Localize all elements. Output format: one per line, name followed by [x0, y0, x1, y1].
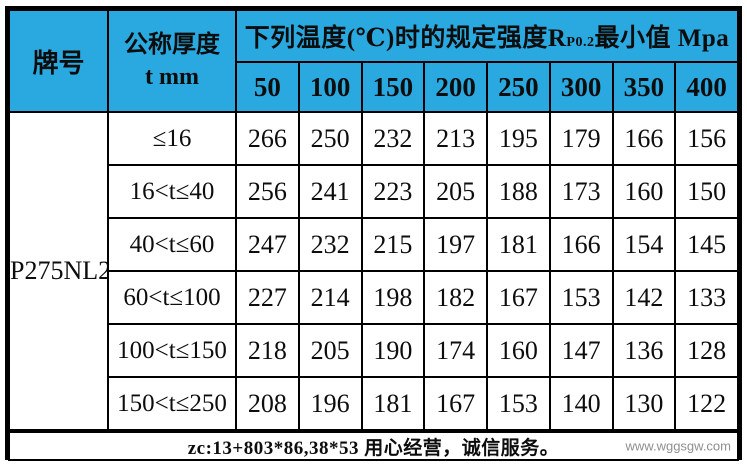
value-cell: 179 [548, 111, 614, 166]
value-cell: 166 [548, 217, 614, 272]
grade-column-header: 牌号 [8, 9, 109, 113]
value-cell: 232 [360, 111, 426, 166]
temp-header-350: 350 [611, 61, 677, 113]
table-row: 16<t≤40 256 241 223 205 188 173 160 150 [9, 164, 739, 219]
thickness-cell: 16<t≤40 [107, 164, 237, 219]
temp-header-200: 200 [423, 61, 488, 113]
thickness-header-line2: t mm [145, 64, 199, 90]
value-cell: 218 [235, 323, 300, 378]
value-cell: 160 [486, 323, 551, 378]
thickness-cell: 60<t≤100 [107, 270, 237, 325]
value-cell: 166 [611, 111, 677, 166]
thickness-cell: 40<t≤60 [107, 217, 237, 272]
value-cell: 130 [611, 376, 677, 431]
temp-header-100: 100 [297, 61, 363, 113]
table-frame: 牌号 公称厚度 t mm 下列温度(℃)时的规定强度RP0.2最小值 Mpa 5… [5, 6, 742, 461]
value-cell: 181 [360, 376, 426, 431]
strength-header-suffix: 最小值 Mpa [594, 25, 730, 52]
thickness-cell: ≤16 [107, 111, 237, 166]
value-cell: 160 [611, 164, 677, 219]
temp-header-250: 250 [486, 61, 551, 113]
value-cell: 122 [674, 376, 739, 431]
value-cell: 153 [548, 270, 614, 325]
strength-table: 牌号 公称厚度 t mm 下列温度(℃)时的规定强度RP0.2最小值 Mpa 5… [8, 9, 739, 431]
strength-header-prefix: 下列温度(℃)时的规定强度R [244, 25, 567, 52]
table-row: 40<t≤60 247 232 215 197 181 166 154 145 [9, 217, 739, 272]
value-cell: 156 [674, 111, 739, 166]
value-cell: 174 [423, 323, 488, 378]
value-cell: 214 [297, 270, 363, 325]
value-cell: 227 [235, 270, 300, 325]
table-row: 60<t≤100 227 214 198 182 167 153 142 133 [9, 270, 739, 325]
grade-cell: P275NL2 [8, 111, 109, 431]
value-cell: 181 [486, 217, 551, 272]
temp-header-50: 50 [235, 61, 300, 113]
table-row: 100<t≤150 218 205 190 174 160 147 136 12… [9, 323, 739, 378]
value-cell: 153 [486, 376, 551, 431]
value-cell: 142 [611, 270, 677, 325]
value-cell: 190 [360, 323, 426, 378]
value-cell: 215 [360, 217, 426, 272]
value-cell: 133 [674, 270, 739, 325]
value-cell: 167 [486, 270, 551, 325]
value-cell: 247 [235, 217, 300, 272]
table-row: 150<t≤250 208 196 181 167 153 140 130 12… [9, 376, 739, 431]
value-cell: 136 [611, 323, 677, 378]
value-cell: 147 [548, 323, 614, 378]
temp-header-150: 150 [360, 61, 426, 113]
value-cell: 173 [548, 164, 614, 219]
table-row: P275NL2 ≤16 266 250 232 213 195 179 166 … [8, 111, 739, 431]
temp-header-300: 300 [548, 61, 614, 113]
site-watermark: www.wggsgw.com [625, 438, 731, 454]
value-cell: 232 [297, 217, 363, 272]
value-cell: 182 [423, 270, 488, 325]
value-cell: 167 [423, 376, 488, 431]
strength-header-subscript: P0.2 [566, 35, 595, 50]
value-cell: 145 [674, 217, 739, 272]
value-cell: 205 [423, 164, 488, 219]
footer-promo-text: zc:13+803*86,38*53 用心经营，诚信服务。 [187, 437, 560, 459]
value-cell: 154 [611, 217, 677, 272]
value-cell: 140 [548, 376, 614, 431]
thickness-header-line1: 公称厚度 [124, 31, 220, 58]
value-cell: 223 [360, 164, 426, 219]
value-cell: 198 [360, 270, 426, 325]
thickness-cell: 100<t≤150 [107, 323, 237, 378]
footer-bar: zc:13+803*86,38*53 用心经营，诚信服务。 www.wggsgw… [8, 431, 739, 461]
value-cell: 208 [235, 376, 300, 431]
temp-header-400: 400 [674, 61, 739, 113]
thickness-column-header: 公称厚度 t mm [107, 9, 237, 113]
value-cell: 213 [423, 111, 488, 166]
value-cell: 188 [486, 164, 551, 219]
value-cell: 250 [297, 111, 363, 166]
value-cell: 197 [423, 217, 488, 272]
value-cell: 128 [674, 323, 739, 378]
value-cell: 205 [297, 323, 363, 378]
value-cell: 256 [235, 164, 300, 219]
value-cell: 266 [235, 111, 300, 166]
value-cell: 195 [486, 111, 551, 166]
thickness-cell: 150<t≤250 [107, 376, 237, 431]
value-cell: 150 [674, 164, 739, 219]
value-cell: 241 [297, 164, 363, 219]
strength-span-header: 下列温度(℃)时的规定强度RP0.2最小值 Mpa [235, 9, 739, 63]
value-cell: 196 [297, 376, 363, 431]
